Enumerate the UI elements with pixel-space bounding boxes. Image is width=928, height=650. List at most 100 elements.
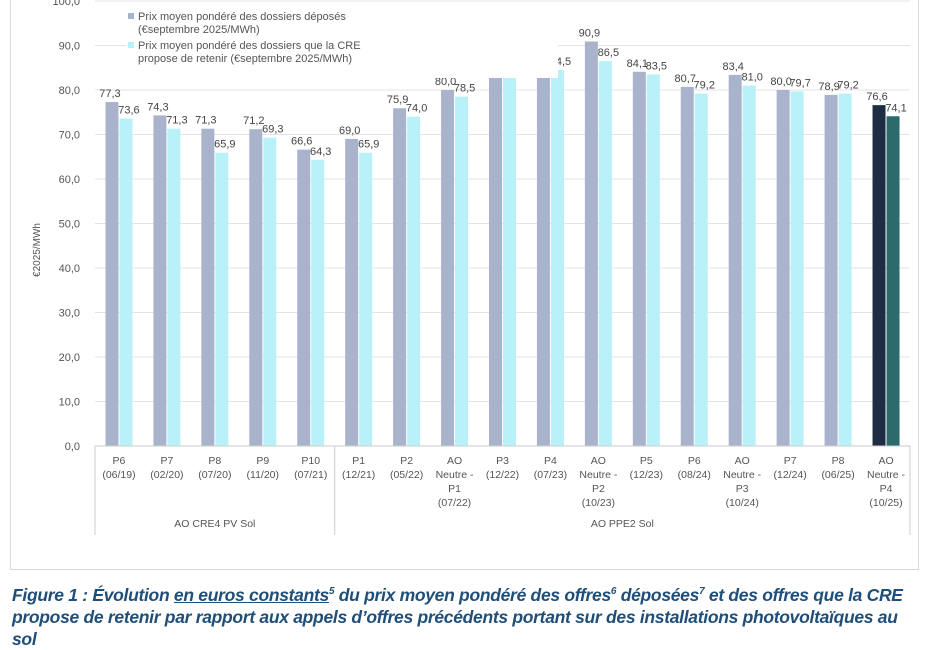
data-label: 80,7 — [675, 73, 696, 85]
data-label: 78,5 — [454, 83, 475, 95]
x-tick-label: AO — [878, 455, 893, 467]
legend-swatch — [128, 13, 134, 19]
x-tick-label: (12/22) — [486, 469, 519, 481]
x-tick-label: (11/20) — [247, 469, 280, 481]
bar-deposited — [680, 86, 694, 446]
x-tick-label: P5 — [640, 455, 653, 467]
bar-deposited — [776, 90, 790, 446]
y-tick-label: 90,0 — [59, 41, 80, 53]
x-tick-label: (07/22) — [438, 497, 471, 509]
bar-retained — [311, 159, 325, 447]
footnote-ref[interactable]: 6 — [610, 586, 617, 597]
footnote-ref[interactable]: 7 — [699, 586, 705, 597]
bar-retained — [215, 152, 229, 446]
caption-text: déposées — [616, 584, 700, 605]
x-tick-label: P2 — [592, 483, 605, 495]
data-label: 66,6 — [291, 136, 312, 148]
bar-deposited — [345, 138, 359, 446]
data-label: 83,4 — [722, 61, 743, 73]
y-tick-label: 50,0 — [59, 219, 80, 231]
bar-retained — [359, 152, 373, 446]
x-tick-label: (05/22) — [390, 469, 423, 481]
data-label: 65,9 — [358, 139, 379, 151]
x-tick-label: P10 — [301, 455, 320, 467]
data-label: 74,1 — [885, 102, 906, 114]
data-label: 74,3 — [147, 101, 168, 113]
legend-label: (€septembre 2025/MWh) — [138, 24, 260, 36]
data-label: 64,3 — [310, 146, 331, 158]
bar-retained — [694, 93, 708, 446]
x-tick-label: (10/25) — [869, 497, 902, 509]
bar-retained — [838, 93, 852, 446]
bar-retained — [886, 116, 900, 446]
x-tick-label: Neutre - — [436, 469, 474, 481]
x-tick-label: (12/23) — [630, 469, 663, 481]
data-label: 86,5 — [598, 47, 619, 59]
data-label: 80,0 — [435, 76, 456, 88]
bar-retained — [167, 128, 181, 446]
legend-swatch — [128, 42, 134, 48]
x-tick-label: (12/21) — [342, 469, 375, 481]
bar-deposited — [824, 94, 838, 447]
bar-retained — [119, 118, 133, 446]
x-tick-label: P7 — [160, 455, 173, 467]
x-tick-label: Neutre - — [867, 469, 905, 481]
bar-deposited — [153, 115, 167, 447]
bar-deposited — [584, 41, 598, 447]
footnote-ref[interactable]: 5 — [328, 586, 335, 597]
x-tick-label: (12/24) — [774, 469, 807, 481]
data-label: 76,6 — [866, 91, 887, 103]
y-tick-label: 10,0 — [59, 397, 80, 409]
data-label: 73,6 — [118, 104, 139, 116]
x-tick-label: P7 — [784, 455, 797, 467]
x-tick-label: (07/20) — [198, 469, 231, 481]
data-label: 78,9 — [818, 81, 839, 93]
y-tick-label: 80,0 — [59, 85, 80, 97]
bar-chart: 0,0 10,0 20,0 30,0 40,0 50,0 60,0 70,0 80,0 90,0 1… — [32, 0, 911, 535]
bar-retained — [646, 74, 660, 447]
data-label: 69,0 — [339, 125, 360, 137]
data-label: 71,2 — [243, 115, 264, 127]
y-tick-label: 30,0 — [59, 308, 80, 320]
x-tick-label: (07/21) — [294, 469, 327, 481]
x-tick-label: (10/23) — [582, 497, 615, 509]
legend-label: Prix moyen pondéré des dossiers déposés — [138, 11, 346, 23]
data-label: 69,3 — [262, 124, 283, 136]
x-tick-label: P6 — [688, 455, 701, 467]
x-tick-label: (06/25) — [821, 469, 854, 481]
x-tick-label: (06/19) — [102, 469, 135, 481]
caption-text: et des offres que la CRE propose de rete… — [12, 584, 903, 649]
legend-label: Prix moyen pondéré des dossiers que la C… — [138, 40, 361, 52]
group-label: AO PPE2 Sol — [591, 518, 654, 530]
x-tick-label: P4 — [544, 455, 557, 467]
y-tick-label: 0,0 — [65, 441, 80, 453]
x-tick-label: P2 — [400, 455, 413, 467]
x-tick-label: AO — [735, 455, 750, 467]
bar-retained — [455, 96, 469, 447]
y-tick-label: 70,0 — [59, 130, 80, 142]
x-tick-label: AO — [447, 455, 462, 467]
caption-link[interactable]: en euros constants — [173, 584, 329, 605]
x-tick-label: P1 — [352, 455, 365, 467]
bar-deposited — [393, 108, 407, 447]
x-tick-label: P9 — [256, 455, 269, 467]
x-tick-label: P6 — [113, 455, 126, 467]
group-label: AO CRE4 PV Sol — [174, 518, 255, 530]
bar-deposited — [297, 149, 311, 446]
y-tick-label: 100,0 — [52, 0, 80, 8]
bar-retained — [263, 137, 277, 447]
x-tick-label: Neutre - — [579, 469, 617, 481]
caption-text: Figure 1 : Évolution — [12, 584, 174, 605]
x-tick-label: P4 — [880, 483, 893, 495]
bar-deposited — [632, 71, 646, 446]
data-label: 71,3 — [166, 115, 187, 127]
bar-deposited — [489, 41, 502, 447]
x-tick-label: (08/24) — [678, 469, 711, 481]
data-label: 90,9 — [579, 27, 600, 39]
y-axis-label: €2025/MWh — [32, 223, 43, 277]
bar-deposited — [201, 128, 215, 446]
data-label: 74,0 — [406, 103, 427, 115]
x-tick-label: P3 — [736, 483, 749, 495]
x-tick-label: Neutre - — [723, 469, 761, 481]
bar-retained — [550, 69, 564, 446]
